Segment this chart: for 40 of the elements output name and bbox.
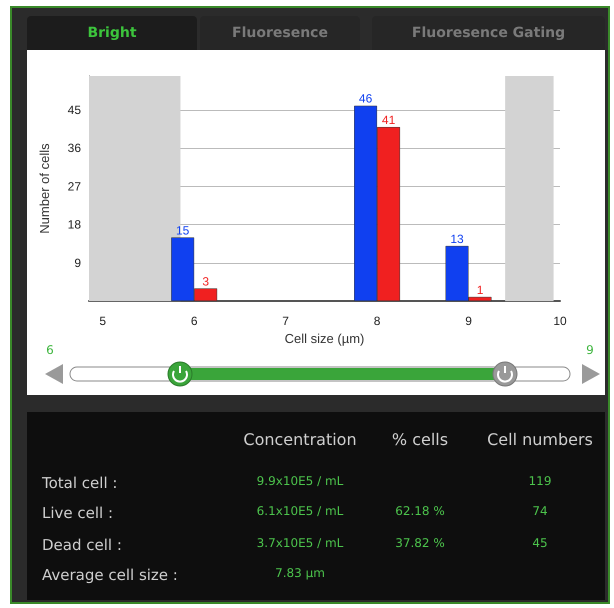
data-label: 41 bbox=[382, 112, 396, 127]
text: Fluoresence bbox=[232, 25, 328, 41]
text: 62.18 % bbox=[395, 504, 445, 518]
text: % cells bbox=[392, 430, 448, 449]
text: 3.7x10E5 / mL bbox=[256, 536, 344, 550]
x-tick-label: 5 bbox=[99, 314, 106, 328]
data-label: 13 bbox=[450, 232, 464, 246]
text: Average cell size : bbox=[42, 566, 178, 584]
data-label: 1 bbox=[476, 282, 484, 297]
x-axis-title: Cell size (µm) bbox=[284, 331, 364, 346]
text: 45 bbox=[532, 536, 548, 550]
text: 37.82 % bbox=[395, 536, 445, 550]
text: 7.83 µm bbox=[275, 566, 325, 580]
y-tick-label: 45 bbox=[68, 102, 82, 117]
text: Total cell : bbox=[42, 474, 118, 492]
y-tick-label: 36 bbox=[68, 141, 82, 156]
x-tick-label: 8 bbox=[374, 314, 381, 328]
data-label: 3 bbox=[202, 274, 210, 288]
text: Live cell : bbox=[42, 504, 114, 522]
text: Cell numbers bbox=[487, 430, 593, 449]
x-tick-label: 7 bbox=[282, 314, 290, 328]
text: 74 bbox=[532, 504, 548, 518]
text: 6.1x10E5 / mL bbox=[256, 504, 344, 518]
text: Dead cell : bbox=[42, 536, 122, 554]
text: 9 bbox=[586, 343, 594, 357]
text: Fluoresence Gating bbox=[412, 25, 566, 41]
y-tick-label: 9 bbox=[74, 256, 82, 270]
x-tick-label: 6 bbox=[190, 314, 198, 328]
x-tick-label: 10 bbox=[553, 314, 567, 328]
text: 9.9x10E5 / mL bbox=[256, 474, 344, 488]
text: Concentration bbox=[243, 430, 357, 449]
text: 6 bbox=[46, 343, 54, 357]
y-tick-label: 18 bbox=[68, 218, 82, 232]
data-label: 46 bbox=[358, 92, 373, 106]
text: Bright bbox=[87, 25, 137, 41]
y-tick-label: 27 bbox=[68, 179, 82, 194]
y-axis-title: Number of cells bbox=[37, 142, 52, 234]
text: 119 bbox=[528, 474, 552, 488]
data-label: 15 bbox=[176, 223, 190, 238]
x-tick-label: 9 bbox=[465, 314, 472, 328]
